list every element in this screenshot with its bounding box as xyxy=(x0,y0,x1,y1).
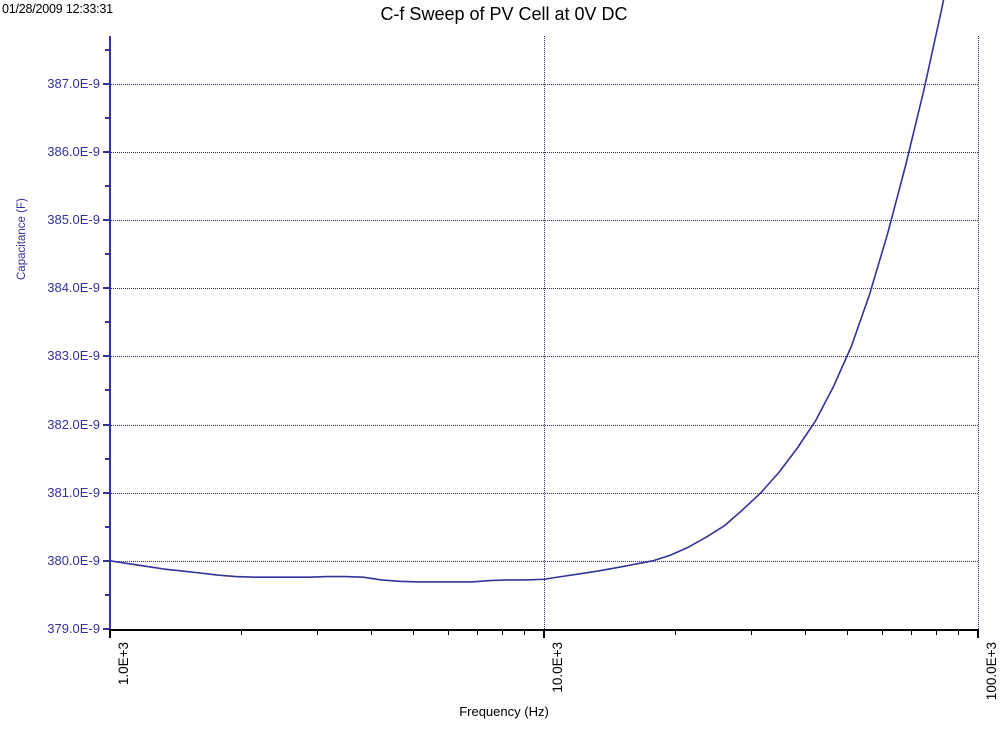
x-tick-minor xyxy=(847,629,849,635)
x-tick-minor xyxy=(910,629,912,635)
x-tick-minor xyxy=(317,629,319,635)
x-tick-minor xyxy=(751,629,753,635)
y-tick-label: 385.0E-9 xyxy=(47,212,100,228)
y-tick-major xyxy=(103,559,111,562)
y-tick-major xyxy=(103,150,111,153)
y-tick-label: 381.0E-9 xyxy=(47,484,100,500)
y-tick-label: 380.0E-9 xyxy=(47,552,100,568)
x-tick-minor xyxy=(805,629,807,635)
x-tick-major xyxy=(543,629,545,638)
y-tick-minor xyxy=(105,389,111,392)
x-tick-label: 1.0E+3 xyxy=(116,642,131,686)
y-tick-major xyxy=(103,82,111,85)
plot-area: 1.0E+3 10.0E+3 100.0E+3 xyxy=(103,0,999,700)
y-tick-label: 379.0E-9 xyxy=(47,621,100,636)
x-tick-minor xyxy=(240,629,242,635)
x-tick-minor xyxy=(881,629,883,635)
y-tick-major xyxy=(103,423,111,426)
x-tick-minor xyxy=(524,629,526,635)
x-tick-minor xyxy=(476,629,478,635)
data-series-layer xyxy=(109,0,945,583)
timestamp-label: 01/28/2009 12:33:31 xyxy=(2,2,113,16)
x-tick-minor xyxy=(674,629,676,635)
x-tick-major xyxy=(977,629,979,638)
x-tick-label: 10.0E+3 xyxy=(550,642,565,693)
y-axis-title: Capacitance (F) xyxy=(16,198,28,280)
x-tick-minor xyxy=(935,629,937,635)
y-tick-minor xyxy=(105,253,111,256)
y-tick-minor xyxy=(105,457,111,460)
x-tick-major xyxy=(109,629,111,638)
y-tick-major xyxy=(103,287,111,290)
y-tick-minor xyxy=(105,48,111,51)
y-tick-minor xyxy=(105,593,111,596)
y-axis-line xyxy=(109,36,111,630)
y-tick-label: 386.0E-9 xyxy=(47,143,100,159)
y-tick-major xyxy=(103,355,111,358)
vertical-gridline xyxy=(978,36,979,629)
y-tick-label: 383.0E-9 xyxy=(47,348,100,364)
x-axis-title: Frequency (Hz) xyxy=(459,704,549,719)
y-tick-major xyxy=(103,491,111,494)
x-tick-label: 100.0E+3 xyxy=(984,642,999,701)
y-tick-minor xyxy=(105,116,111,119)
y-tick-minor xyxy=(105,321,111,324)
x-tick-minor xyxy=(501,629,503,635)
y-tick-label: 384.0E-9 xyxy=(47,280,100,296)
y-tick-minor xyxy=(105,525,111,528)
x-tick-minor xyxy=(447,629,449,635)
y-tick-label: 387.0E-9 xyxy=(47,75,100,91)
x-tick-minor xyxy=(371,629,373,635)
y-tick-minor xyxy=(105,184,111,187)
vertical-gridline xyxy=(544,36,545,629)
x-tick-minor xyxy=(413,629,415,635)
y-tick-major xyxy=(103,628,111,630)
y-tick-label: 382.0E-9 xyxy=(47,416,100,432)
y-tick-major xyxy=(103,219,111,222)
capacitance-line xyxy=(109,0,945,583)
x-tick-minor xyxy=(958,629,960,635)
chart-title: C-f Sweep of PV Cell at 0V DC xyxy=(380,4,628,24)
